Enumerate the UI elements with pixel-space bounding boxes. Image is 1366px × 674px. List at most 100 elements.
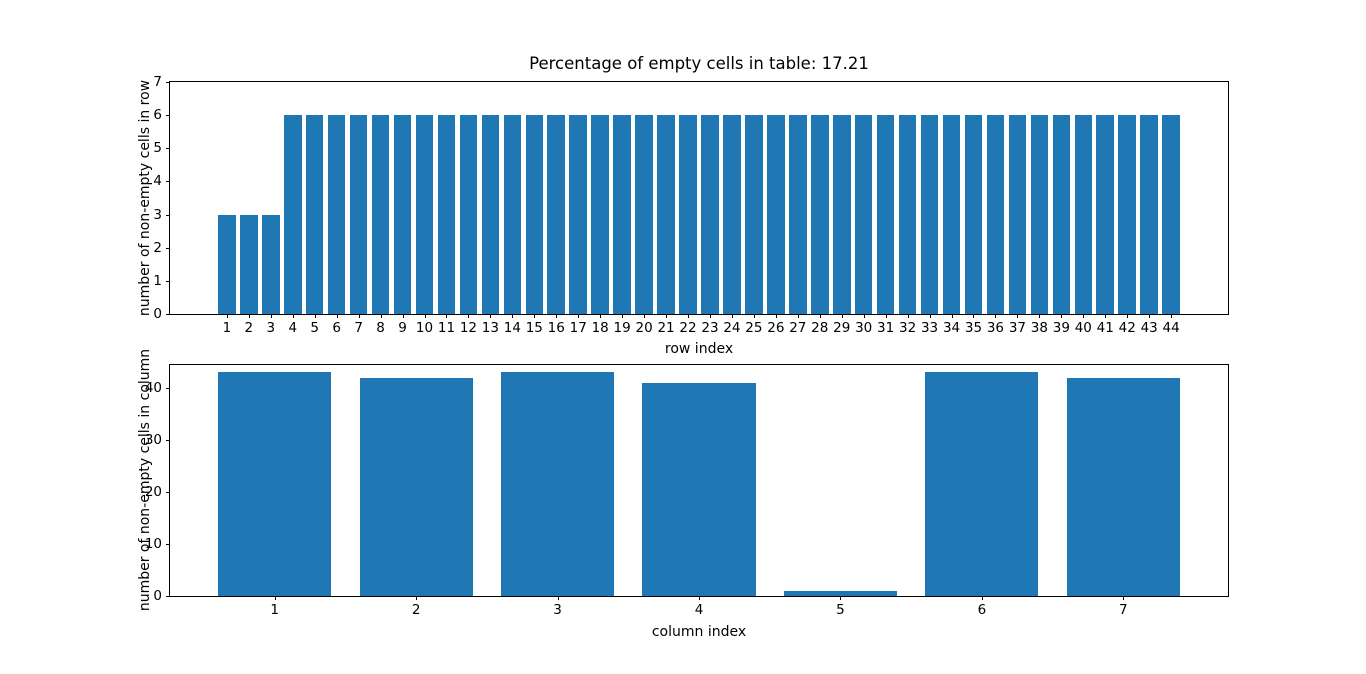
bar [723, 115, 741, 314]
bar [810, 115, 829, 314]
bar [547, 115, 566, 314]
bar [503, 115, 522, 314]
y-tick-mark [166, 439, 170, 441]
bottom-x-axis-label: column index [651, 624, 747, 640]
bar [920, 115, 939, 314]
bar [262, 214, 280, 314]
x-tick-label: 3 [553, 602, 562, 618]
x-tick-mark [270, 314, 272, 318]
bar [1066, 377, 1180, 596]
x-tick-label: 1 [270, 602, 279, 618]
x-tick-label: 31 [877, 320, 895, 336]
x-tick-mark [973, 314, 975, 318]
x-tick-mark [951, 314, 953, 318]
x-tick-label: 9 [398, 320, 407, 336]
x-tick-mark [248, 314, 250, 318]
x-tick-mark [981, 596, 983, 600]
x-tick-mark [314, 314, 316, 318]
bar [305, 115, 324, 314]
bar [481, 115, 500, 314]
x-tick-mark [775, 314, 777, 318]
bar [745, 115, 763, 314]
y-tick-mark [166, 314, 170, 315]
top-x-axis-label: row index [664, 341, 734, 357]
x-tick-label: 20 [635, 320, 653, 336]
bar [359, 377, 473, 596]
y-tick-label: 0 [153, 588, 162, 604]
top-plot-area [170, 82, 1228, 314]
x-tick-mark [274, 596, 276, 600]
y-tick-mark [166, 247, 170, 249]
bar [701, 115, 719, 314]
y-tick-label: 20 [144, 483, 162, 500]
x-tick-mark [468, 314, 470, 318]
x-tick-label: 11 [437, 320, 456, 336]
x-tick-mark [226, 314, 228, 318]
x-tick-mark [416, 596, 418, 600]
x-tick-label: 14 [503, 320, 521, 336]
bar [1140, 115, 1158, 314]
x-tick-label: 27 [789, 320, 807, 336]
y-tick-label: 0 [153, 306, 162, 322]
x-tick-mark [753, 314, 755, 318]
bar [218, 214, 236, 314]
x-tick-label: 38 [1030, 320, 1048, 336]
x-tick-label: 34 [942, 320, 961, 336]
x-tick-label: 39 [1052, 320, 1070, 336]
x-tick-mark [1061, 314, 1063, 318]
x-tick-mark [731, 314, 733, 318]
top-axes: 1 2 3 4 5 6 7 8 9 10 11 12 13 14 15 16 17 18 19 20 21 22 23 24 2… [153, 74, 1229, 336]
x-tick-mark [819, 314, 821, 318]
x-tick-label: 17 [569, 320, 587, 336]
x-tick-label: 28 [811, 320, 829, 336]
x-tick-label: 32 [899, 320, 917, 336]
y-tick-label: 10 [144, 535, 162, 552]
x-tick-label: 42 [1118, 320, 1136, 336]
x-tick-label: 6 [332, 320, 341, 336]
bar [783, 590, 897, 596]
x-tick-label: 43 [1140, 320, 1158, 336]
x-tick-label: 26 [767, 320, 785, 336]
x-tick-mark [490, 314, 492, 318]
bar [327, 115, 346, 314]
bar [1096, 115, 1115, 314]
y-tick-mark [166, 214, 170, 216]
x-tick-mark [622, 314, 624, 318]
y-tick-label: 40 [144, 379, 162, 396]
x-tick-label: 16 [547, 320, 565, 336]
bar [371, 115, 390, 314]
y-tick-mark [166, 387, 170, 389]
bar [942, 115, 961, 314]
y-tick-mark [166, 181, 170, 183]
x-tick-mark [556, 314, 558, 318]
chart-title: Percentage of empty cells in table: 17.2… [529, 54, 869, 73]
x-tick-label: 1 [222, 320, 232, 336]
x-tick-mark [885, 314, 887, 318]
x-tick-mark [1171, 314, 1173, 318]
x-tick-label: 2 [244, 320, 254, 336]
x-tick-label: 40 [1074, 320, 1092, 336]
bottom-axes: 1 2 3 4 5 6 7 0 10 20 30 40 [145, 364, 1229, 618]
x-tick-label: 30 [855, 320, 873, 336]
y-tick-label: 30 [144, 431, 162, 448]
bar [854, 115, 873, 314]
y-tick-mark [166, 280, 170, 282]
bar [657, 115, 675, 314]
x-tick-mark [995, 314, 997, 318]
x-tick-mark [840, 596, 842, 600]
x-tick-label: 21 [657, 320, 675, 336]
x-tick-mark [336, 314, 338, 318]
x-tick-label: 15 [525, 320, 543, 336]
x-tick-label: 44 [1162, 320, 1180, 336]
x-tick-label: 12 [459, 320, 478, 336]
bar [642, 382, 756, 596]
x-tick-label: 8 [376, 320, 385, 336]
bar [767, 115, 785, 314]
x-tick-mark [1039, 314, 1041, 318]
x-tick-mark [709, 314, 711, 318]
x-tick-label: 2 [411, 602, 421, 618]
bar [283, 115, 302, 314]
x-tick-mark [600, 314, 602, 318]
bar [898, 115, 917, 314]
